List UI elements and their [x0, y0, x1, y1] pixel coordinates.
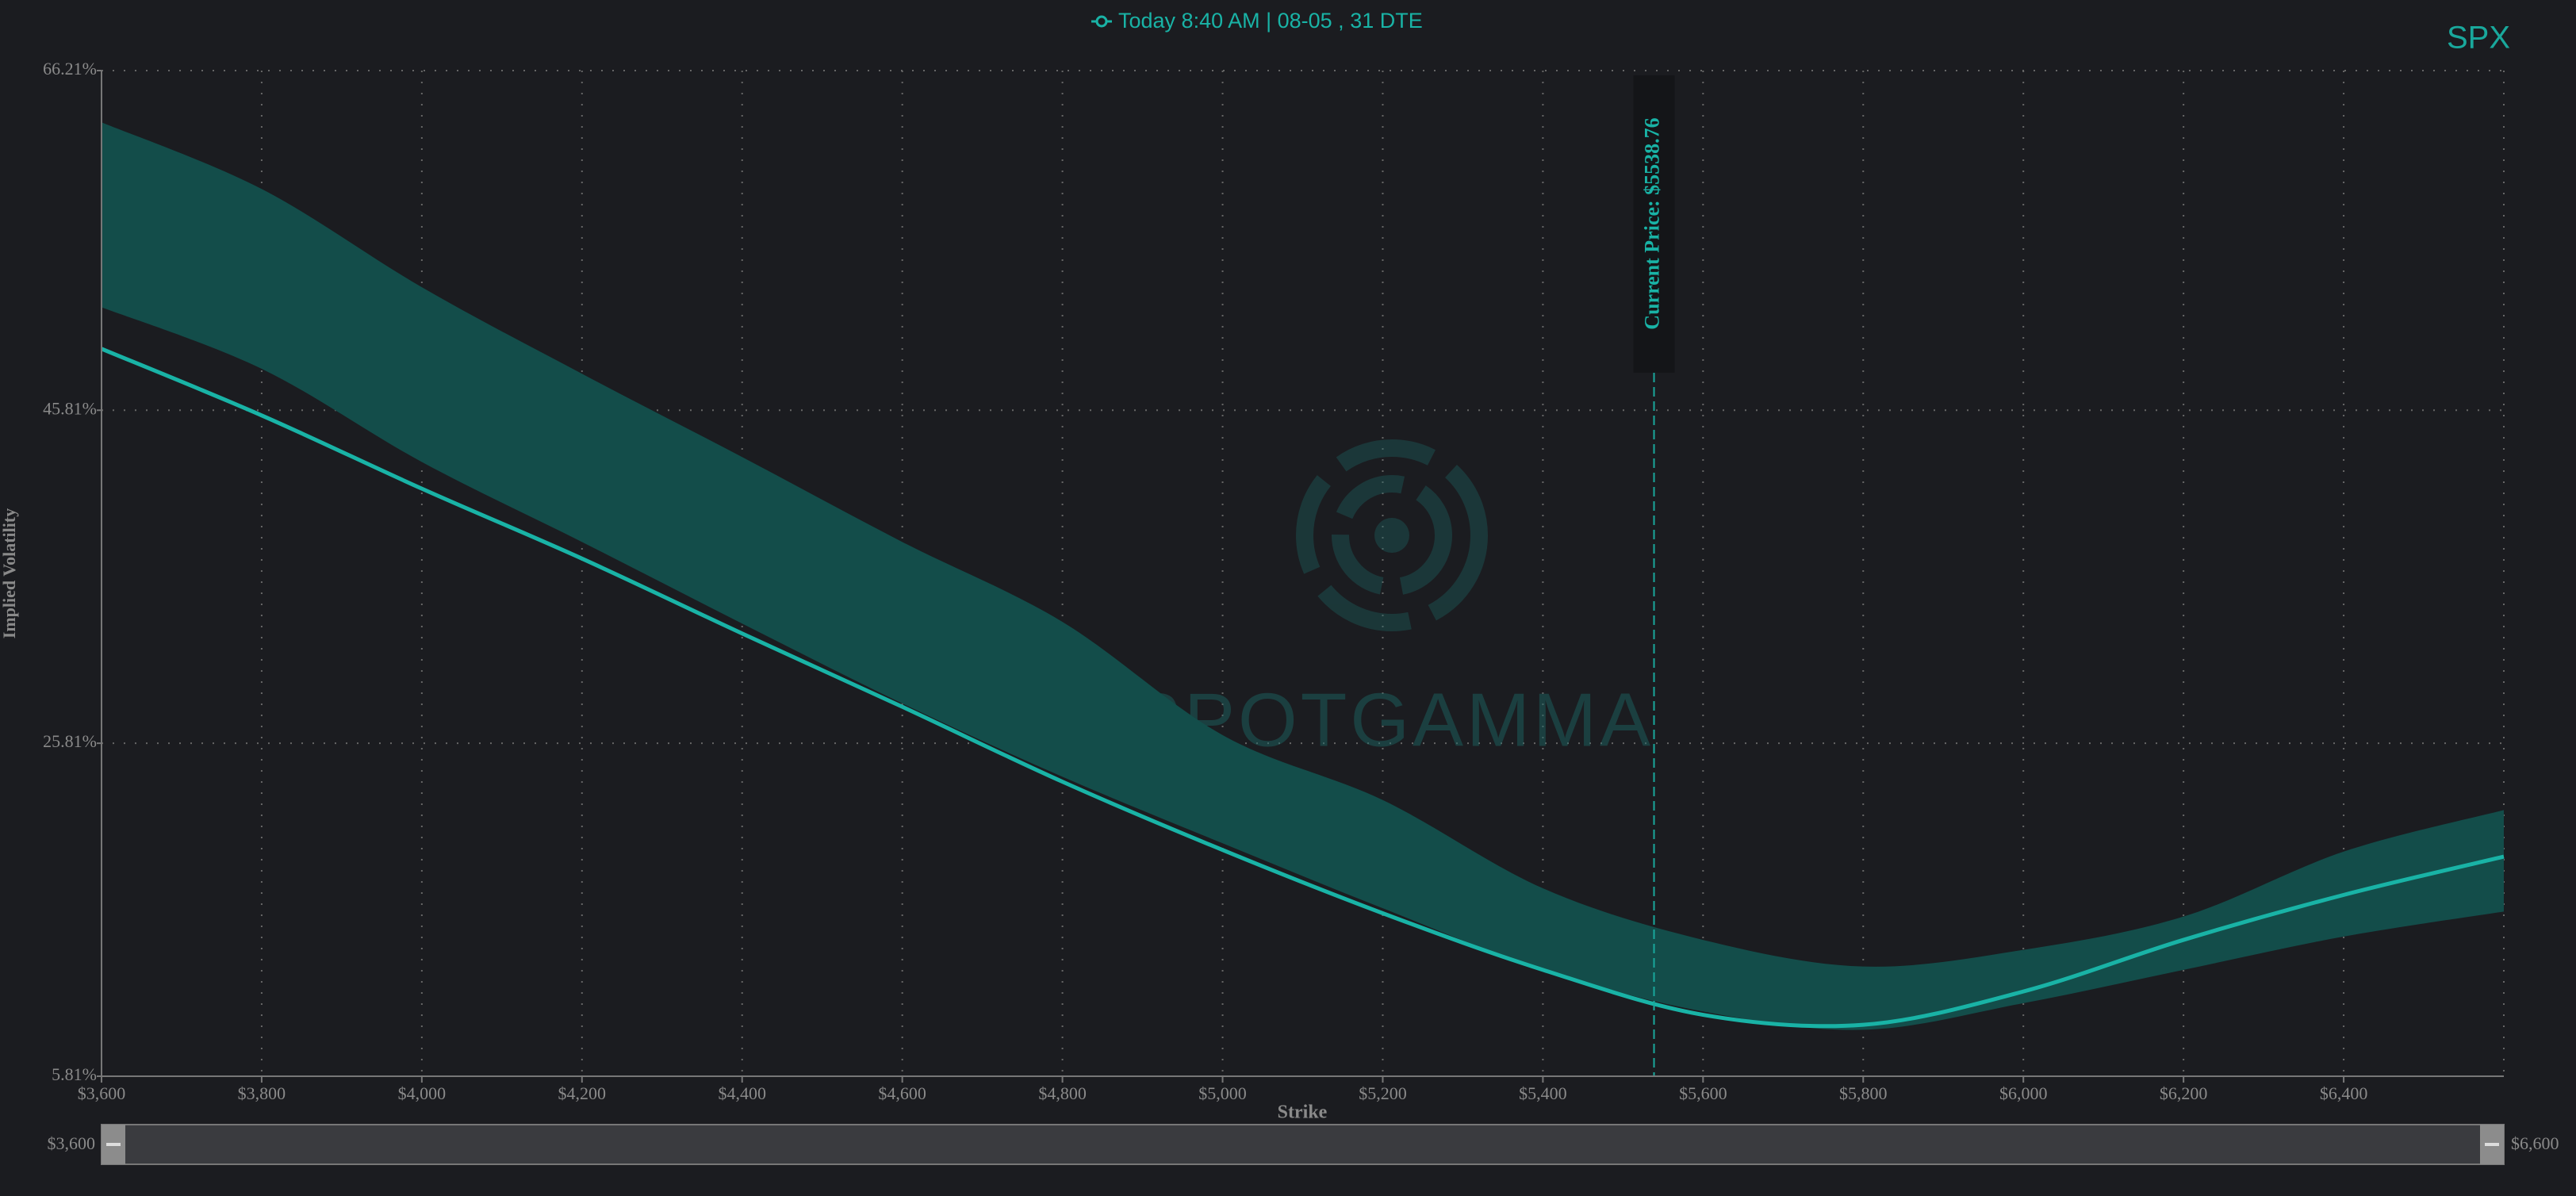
- current-price-box: [1633, 75, 1675, 373]
- x-tick-label: $3,600: [78, 1083, 126, 1103]
- x-tick-label: $5,200: [1359, 1083, 1407, 1103]
- y-tick-label: 45.81%: [43, 398, 97, 418]
- current-price-label: Current Price: $5538.76: [1640, 117, 1663, 329]
- x-tick-label: $5,600: [1679, 1083, 1727, 1103]
- x-tick-label: $4,400: [718, 1083, 766, 1103]
- iv-band: [102, 122, 2504, 1030]
- y-axis-label: Implied Volatility: [0, 508, 19, 638]
- x-tick-label: $5,400: [1519, 1083, 1567, 1103]
- x-tick-label: $4,000: [398, 1083, 447, 1103]
- range-slider[interactable]: $3,600 $6,600: [48, 1124, 2559, 1165]
- legend-label[interactable]: Today 8:40 AM | 08-05 , 31 DTE: [1118, 9, 1423, 33]
- watermark-logo: [1296, 439, 1488, 631]
- x-tick-label: $6,400: [2320, 1083, 2368, 1103]
- x-tick-label: $3,800: [238, 1083, 286, 1103]
- x-tick-label: $4,600: [878, 1083, 926, 1103]
- plot: Current Price: $5538.76: [101, 75, 2505, 1076]
- x-tick-label: $4,800: [1038, 1083, 1087, 1103]
- x-tick-label: $5,800: [1839, 1083, 1888, 1103]
- x-tick-label: $6,200: [2160, 1083, 2208, 1103]
- y-tick-label: 5.81%: [52, 1064, 97, 1084]
- x-tick-label: $6,000: [1999, 1083, 2048, 1103]
- x-tick-label: $5,000: [1198, 1083, 1247, 1103]
- legend[interactable]: Today 8:40 AM | 08-05 , 31 DTE: [1091, 9, 1423, 33]
- slider-max-label: $6,600: [2511, 1133, 2559, 1153]
- slider-min-label: $3,600: [48, 1133, 96, 1153]
- slider-track: [101, 1124, 2505, 1165]
- iv-line: [101, 347, 2505, 1029]
- symbol: SPX: [2447, 21, 2510, 56]
- legend-marker: [1095, 15, 1108, 28]
- x-axis-label: Strike: [1278, 1102, 1328, 1123]
- y-tick-label: 66.21%: [43, 59, 97, 79]
- y-tick-label: 25.81%: [43, 731, 97, 751]
- x-tick-label: $4,200: [558, 1083, 607, 1103]
